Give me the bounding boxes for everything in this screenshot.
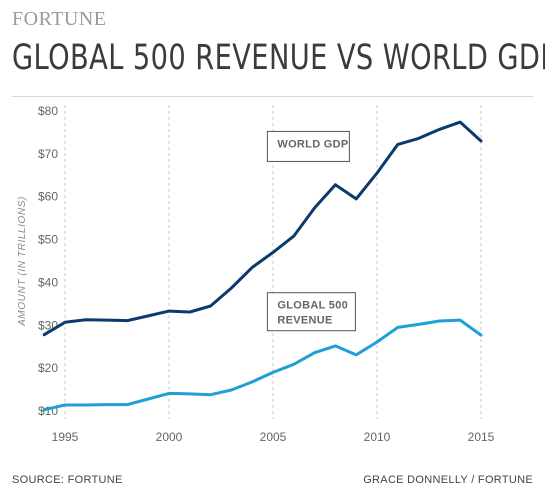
source-note: SOURCE: FORTUNE <box>12 474 123 486</box>
chart-title: GLOBAL 500 REVENUE VS WORLD GDP <box>12 38 545 78</box>
series-line <box>42 318 483 412</box>
y-tick-label: $70 <box>38 147 58 161</box>
series-label-box <box>266 130 350 162</box>
x-tick-label: 2015 <box>468 430 495 444</box>
series-label-text: GLOBAL 500 <box>277 300 348 312</box>
title-divider <box>12 96 533 97</box>
series-label-text: REVENUE <box>277 315 332 327</box>
y-tick-label: $40 <box>38 275 58 289</box>
x-tick-label: 1995 <box>52 430 79 444</box>
credit-note: GRACE DONNELLY / FORTUNE <box>363 474 533 486</box>
series-label-text: WORLD GDP <box>277 138 348 150</box>
y-tick-label: $20 <box>38 361 58 375</box>
x-tick-label: 2000 <box>156 430 183 444</box>
series-label-box <box>266 292 356 332</box>
y-tick-label: $30 <box>38 318 58 332</box>
x-tick-label: 2005 <box>260 430 287 444</box>
brand-logo: FORTUNE <box>12 8 107 30</box>
y-tick-label: $60 <box>38 190 58 204</box>
x-tick-label: 2010 <box>364 430 391 444</box>
y-tick-label: $80 <box>38 104 58 118</box>
series-line <box>42 120 483 337</box>
y-tick-label: $50 <box>38 233 58 247</box>
y-axis-label: AMOUNT (IN TRILLIONS) <box>17 196 28 327</box>
